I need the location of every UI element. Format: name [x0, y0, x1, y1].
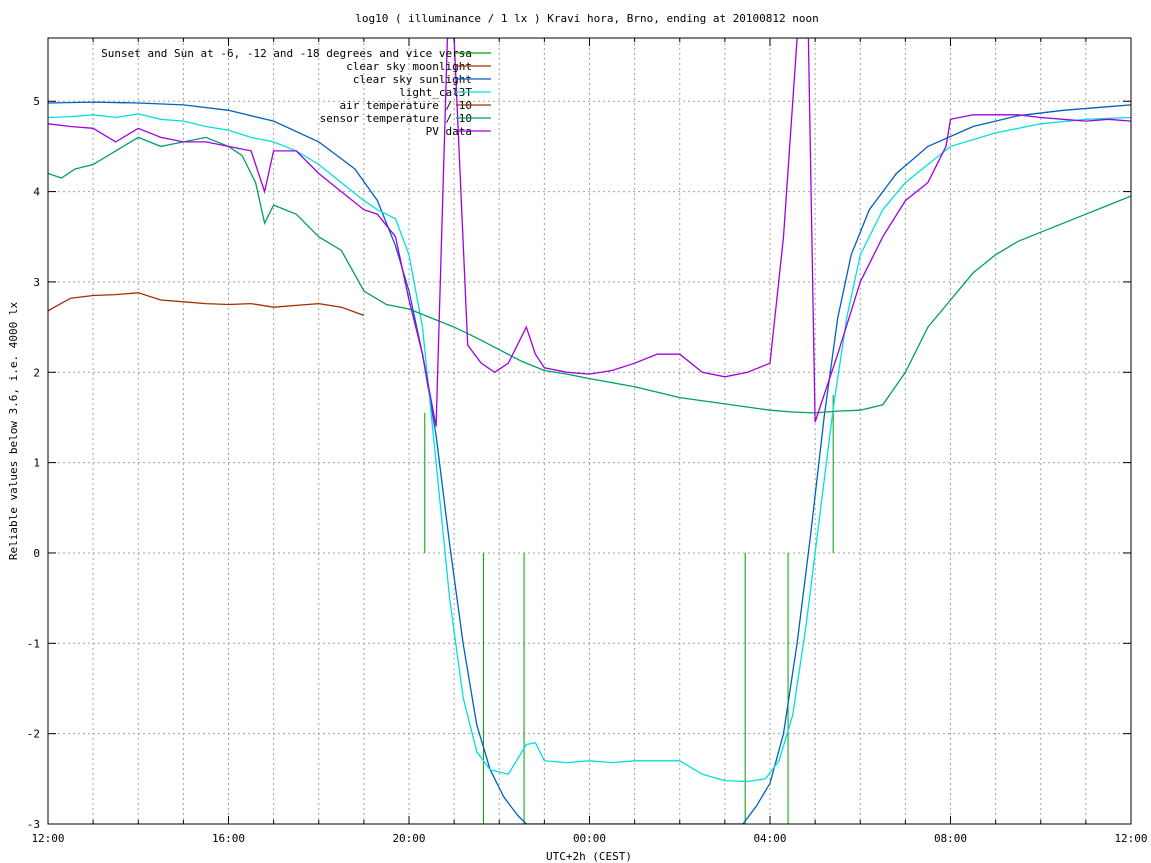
legend-label: clear sky sunlight — [353, 73, 472, 86]
legend-label: clear sky moonlight — [346, 60, 472, 73]
grid — [48, 38, 1131, 824]
chart-title: log10 ( illuminance / 1 lx ) Kravi hora,… — [355, 12, 819, 25]
axis-ticks: 12:00 16:00 20:00 00:00 04:00 08:00 12:00 5 4 3 2 1… — [27, 38, 1148, 845]
series-4-line — [48, 292, 365, 317]
x-tick-label: 12:00 — [31, 832, 64, 845]
legend-label: air temperature / 10 — [340, 99, 472, 112]
legend: Sunset and Sun at -6, -12 and -18 degree… — [101, 47, 491, 138]
y-tick-label: 3 — [33, 276, 40, 289]
y-tick-label: 5 — [33, 95, 40, 108]
x-tick-label: 20:00 — [392, 832, 425, 845]
x-tick-label: 12:00 — [1114, 832, 1147, 845]
x-axis-label: UTC+2h (CEST) — [546, 850, 632, 863]
x-tick-label: 00:00 — [573, 832, 606, 845]
y-tick-label: 4 — [33, 186, 40, 199]
y-axis-label: Reliable values below 3.6, i.e. 4000 lx — [7, 301, 20, 560]
series-6-line — [48, 38, 1131, 427]
series-2-line — [48, 101, 1131, 824]
x-tick-label: 08:00 — [934, 832, 967, 845]
y-tick-label: 0 — [33, 547, 40, 560]
legend-label: light_cal3T — [399, 86, 472, 99]
legend-label: Sunset and Sun at -6, -12 and -18 degree… — [101, 47, 472, 60]
y-tick-label: 2 — [33, 366, 40, 379]
series-layer — [48, 38, 1131, 824]
x-tick-label: 04:00 — [753, 832, 786, 845]
series-3-line — [48, 113, 1131, 783]
y-tick-label: -3 — [27, 818, 40, 831]
legend-label: PV data — [426, 125, 472, 138]
legend-label: sensor temperature / 10 — [320, 112, 472, 125]
plot-frame — [47, 37, 1132, 825]
x-tick-label: 16:00 — [212, 832, 245, 845]
y-tick-label: -2 — [27, 728, 40, 741]
y-tick-label: 1 — [33, 457, 40, 470]
series-5-line — [48, 136, 1131, 414]
y-tick-label: -1 — [27, 637, 40, 650]
